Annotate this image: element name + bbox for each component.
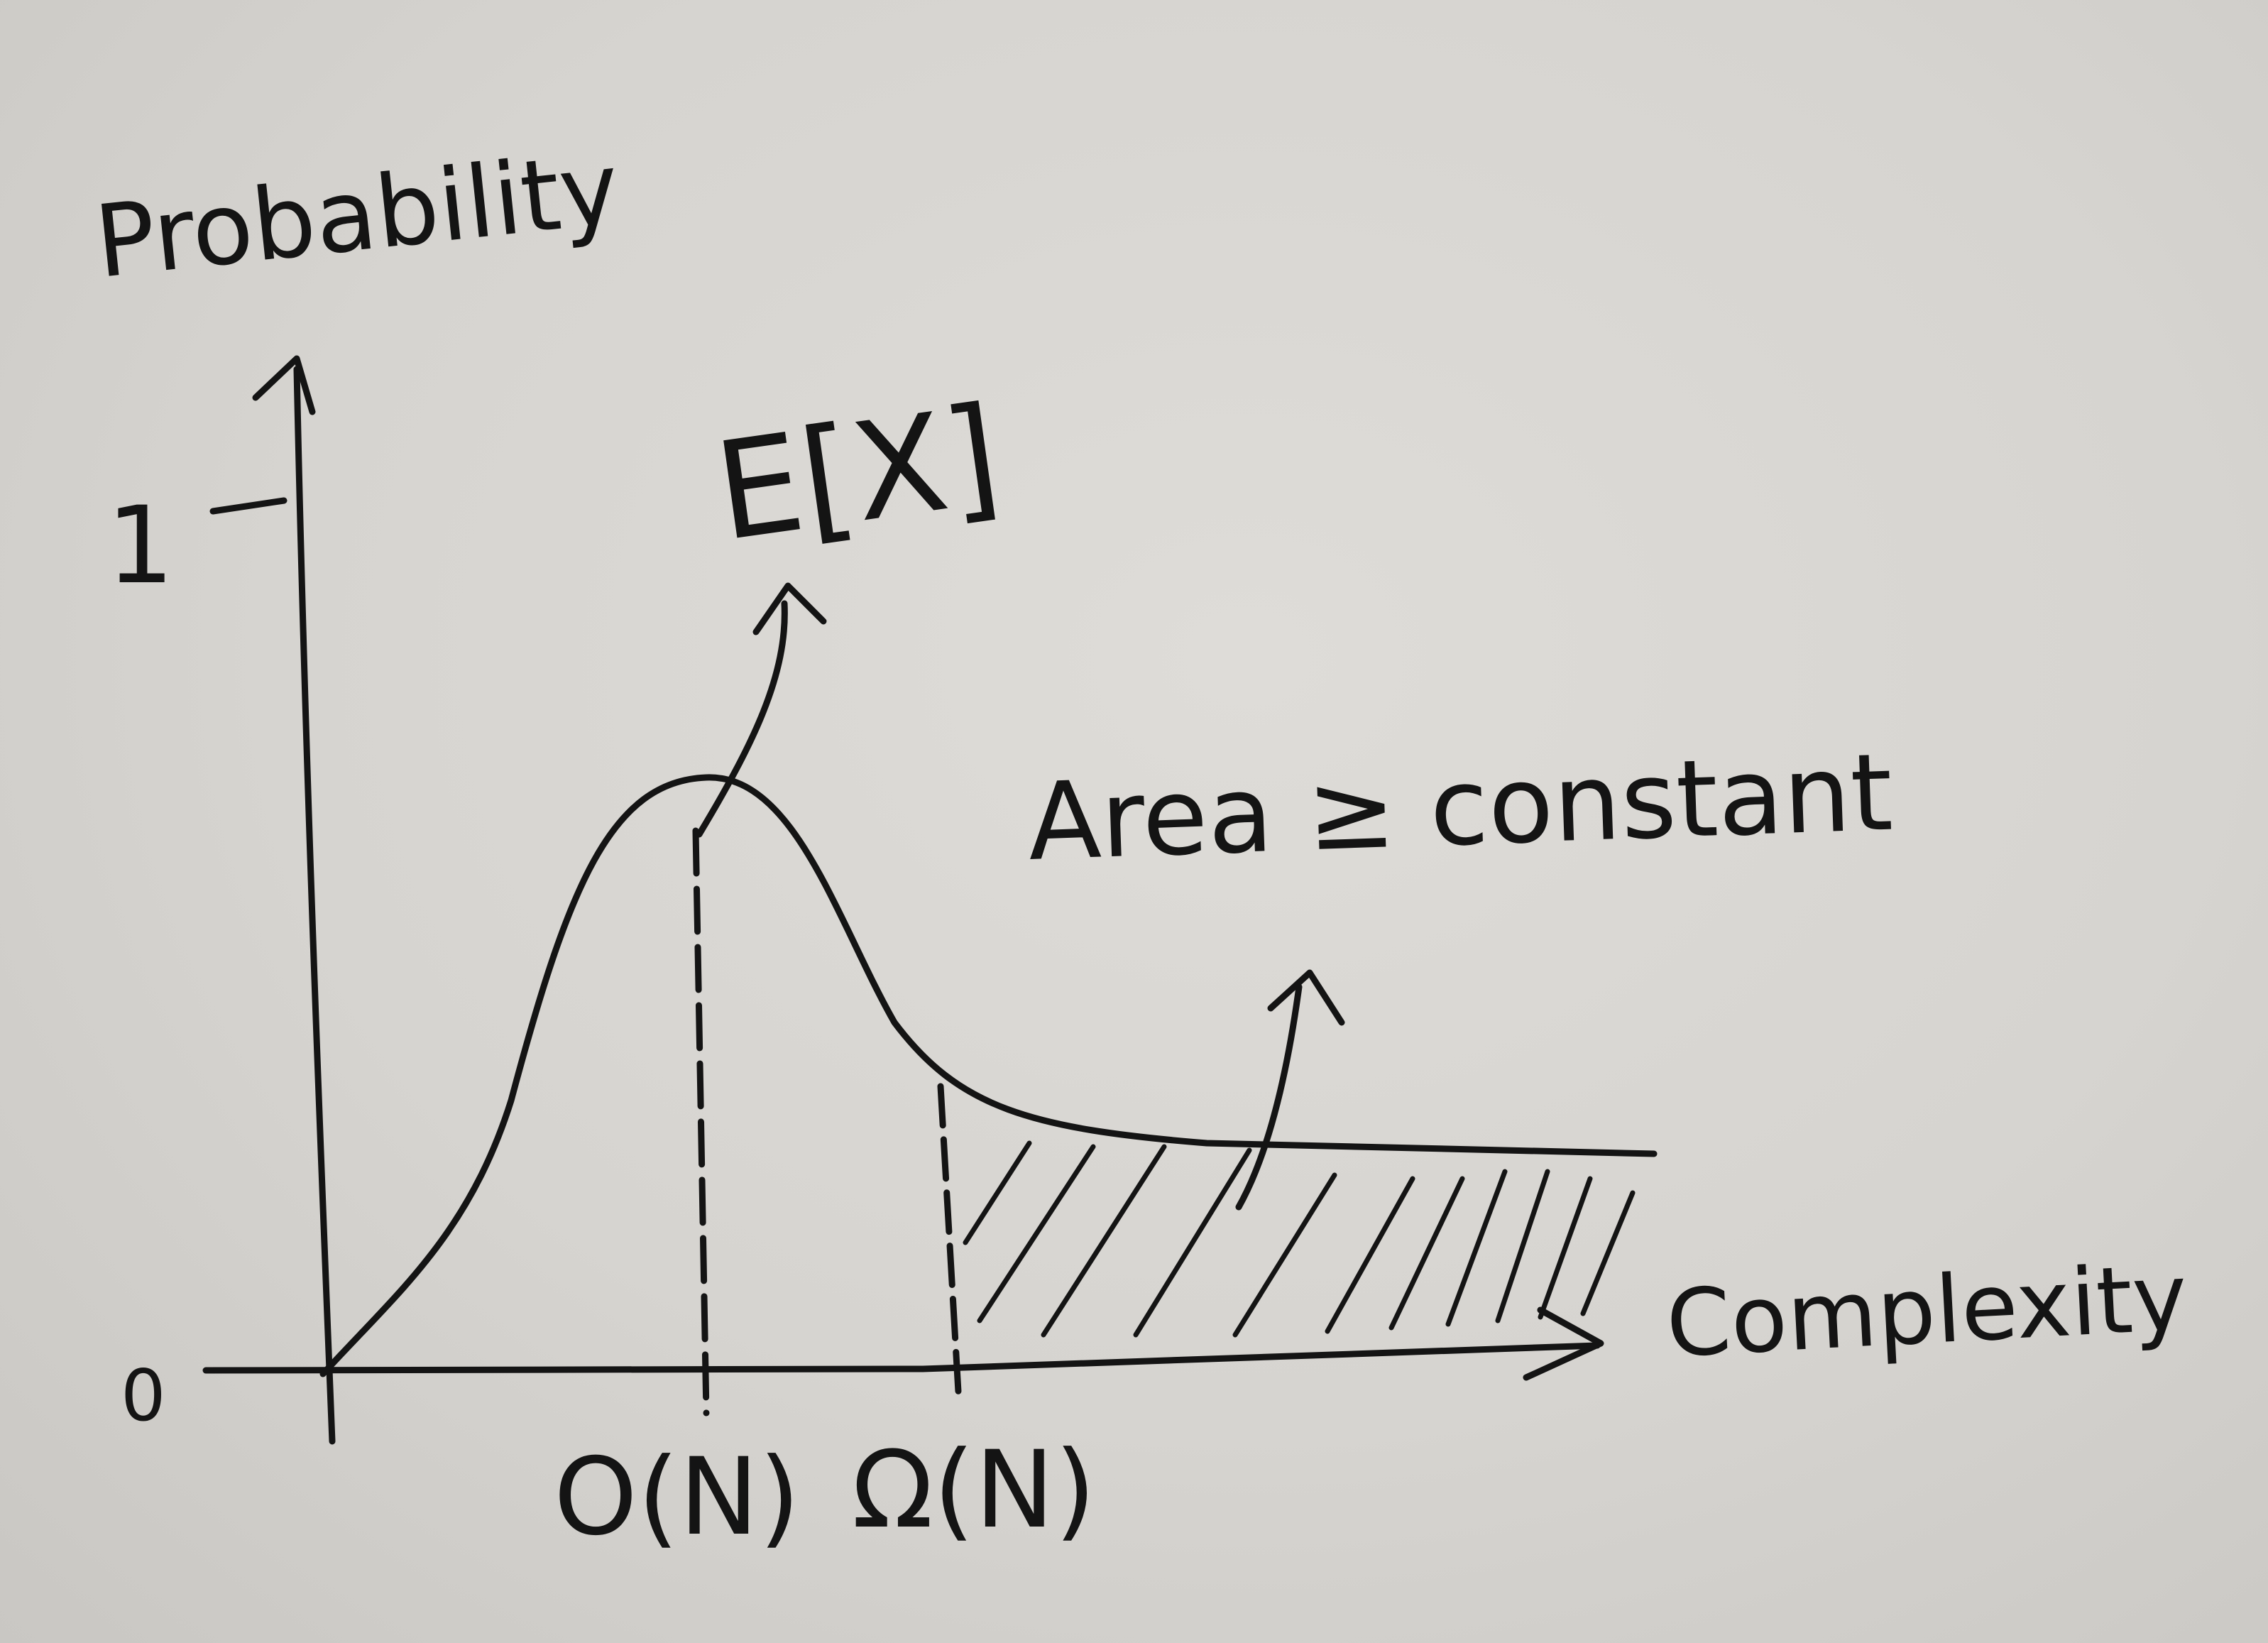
omega-dashed-line xyxy=(937,1083,962,1395)
y-axis-arrowhead xyxy=(252,355,316,415)
y-axis xyxy=(293,366,336,1445)
origin-label: 0 xyxy=(121,1354,166,1437)
mean-label: E[X] xyxy=(707,376,1009,571)
y-tick-one xyxy=(209,497,287,515)
x-axis xyxy=(202,1342,1601,1374)
probability-curve xyxy=(319,774,1658,1377)
mean-dashed-line xyxy=(692,827,710,1417)
area-label: Area ≥ constant xyxy=(1026,731,1895,885)
area-pointer-arrow xyxy=(1235,983,1303,1211)
big-omega-label: Ω(N) xyxy=(852,1429,1096,1552)
mean-pointer-arrow xyxy=(696,600,788,838)
area-pointer-arrowhead xyxy=(1267,969,1345,1026)
mean-pointer-arrowhead xyxy=(752,582,827,635)
x-axis-label: Complexity xyxy=(1664,1243,2190,1378)
y-tick-one-label: 1 xyxy=(106,484,174,608)
x-axis-arrowhead xyxy=(1523,1306,1604,1381)
y-axis-label: Probability xyxy=(90,131,625,300)
tail-area-hatching xyxy=(963,1140,1636,1338)
big-o-label: O(N) xyxy=(554,1436,800,1559)
